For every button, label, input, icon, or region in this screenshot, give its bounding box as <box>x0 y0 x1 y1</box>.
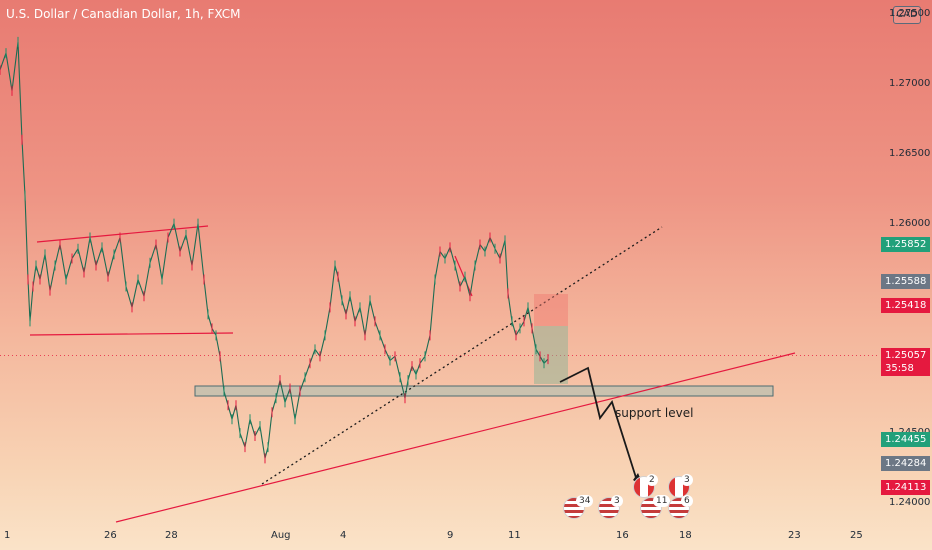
x-tick-label: 25 <box>850 530 863 541</box>
x-tick-label: Aug <box>271 530 291 541</box>
event-count: 11 <box>653 495 671 507</box>
stop-loss-zone <box>534 294 568 326</box>
x-tick-label: 4 <box>340 530 347 541</box>
price-tag: 1.24455 <box>881 432 930 448</box>
price-tag: 1.24113 <box>881 480 930 496</box>
support-level-label: support level <box>615 406 694 420</box>
x-tick-label: 11 <box>508 530 521 541</box>
price-tag: 1.25588 <box>881 274 930 290</box>
x-tick-label: 16 <box>616 530 629 541</box>
chart-title: U.S. Dollar / Canadian Dollar, 1h, FXCM <box>6 7 241 21</box>
ascending-trend-line <box>115 352 796 523</box>
y-tick-label: 1.27000 <box>889 77 931 89</box>
y-tick-label: 1.24000 <box>889 497 931 509</box>
small-trend-line <box>454 255 473 297</box>
channel-top-line <box>36 225 209 243</box>
price-tag: 1.25418 <box>881 297 930 313</box>
event-count: 3 <box>611 495 623 507</box>
price-tag: 1.24284 <box>881 456 930 472</box>
x-tick-label: 18 <box>679 530 692 541</box>
projection-path <box>559 366 639 485</box>
y-tick-label: 1.26000 <box>889 217 931 229</box>
x-tick-label: 9 <box>447 530 454 541</box>
event-count: 3 <box>681 474 693 486</box>
y-tick-label: 1.27500 <box>889 7 931 19</box>
support-zone <box>194 385 774 397</box>
price-tag: 1.25057 35:58 <box>881 348 930 377</box>
x-tick-label: 23 <box>788 530 801 541</box>
channel-bottom-line <box>29 332 234 336</box>
event-count: 34 <box>576 495 594 507</box>
x-tick-label: 28 <box>165 530 178 541</box>
event-count: 2 <box>646 474 658 486</box>
event-count: 6 <box>681 495 693 507</box>
price-tag: 1.25852 <box>881 237 930 253</box>
x-tick-label: 1 <box>4 530 11 541</box>
currency-badge[interactable]: CAD <box>893 6 921 24</box>
dotted-trend-line <box>261 226 663 485</box>
x-tick-label: 26 <box>104 530 117 541</box>
y-tick-label: 1.26500 <box>889 147 931 159</box>
